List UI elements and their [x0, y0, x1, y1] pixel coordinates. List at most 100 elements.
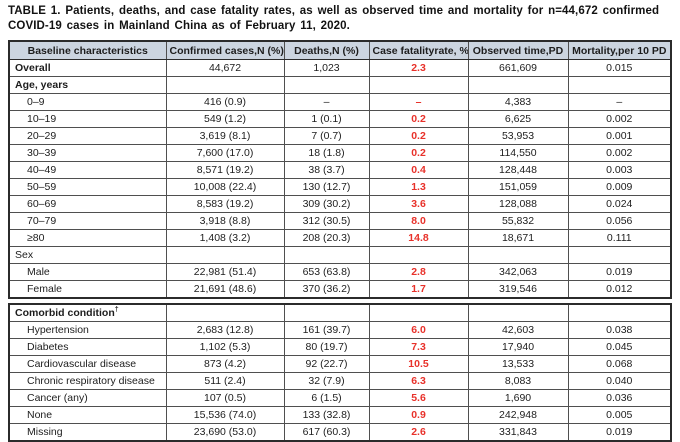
- row-label-cell: 0–9: [8, 93, 167, 111]
- row-label-cell: 20–29: [8, 127, 167, 145]
- data-cell: 331,843: [467, 423, 569, 442]
- data-cell: 370 (36.2): [283, 280, 370, 299]
- data-cell: [283, 303, 370, 322]
- data-cell: 22,981 (51.4): [165, 263, 285, 281]
- case-fatality-cell: 10.5: [368, 355, 469, 373]
- header-row: Baseline characteristics Confirmed cases…: [8, 40, 672, 60]
- table-row: Age, years: [8, 76, 672, 94]
- data-cell: 80 (19.7): [283, 338, 370, 356]
- row-label-cell: Chronic respiratory disease: [8, 372, 167, 390]
- data-cell: 2,683 (12.8): [165, 321, 285, 339]
- data-cell: 151,059: [467, 178, 569, 196]
- case-fatality-cell: 1.7: [368, 280, 469, 299]
- paper-page: TABLE 1. Patients, deaths, and case fata…: [8, 5, 672, 442]
- data-cell: 7 (0.7): [283, 127, 370, 145]
- data-cell: 53,953: [467, 127, 569, 145]
- row-label-cell: ≥80: [8, 229, 167, 247]
- data-cell: 312 (30.5): [283, 212, 370, 230]
- data-cell: 32 (7.9): [283, 372, 370, 390]
- data-cell: 18,671: [467, 229, 569, 247]
- data-cell: [467, 76, 569, 94]
- data-cell: 4,383: [467, 93, 569, 111]
- row-label-cell: 40–49: [8, 161, 167, 179]
- data-cell: [567, 303, 672, 322]
- row-label-cell: 30–39: [8, 144, 167, 162]
- data-cell: 18 (1.8): [283, 144, 370, 162]
- data-cell: 3,918 (8.8): [165, 212, 285, 230]
- data-cell: –: [283, 93, 370, 111]
- data-cell: 13,533: [467, 355, 569, 373]
- data-cell: 0.068: [567, 355, 672, 373]
- data-cell: 511 (2.4): [165, 372, 285, 390]
- summary-table-comorbid: Comorbid condition† Hypertension 2,683 (12…: [8, 303, 672, 442]
- data-cell: 0.036: [567, 389, 672, 407]
- case-fatality-cell: 6.0: [368, 321, 469, 339]
- data-cell: 1 (0.1): [283, 110, 370, 128]
- data-cell: 0.002: [567, 144, 672, 162]
- data-cell: 1,408 (3.2): [165, 229, 285, 247]
- data-cell: 130 (12.7): [283, 178, 370, 196]
- data-cell: 21,691 (48.6): [165, 280, 285, 299]
- footnote-marker: †: [114, 306, 119, 314]
- data-cell: 0.012: [567, 280, 672, 299]
- data-cell: 416 (0.9): [165, 93, 285, 111]
- row-label-cell: Sex: [8, 246, 167, 264]
- table-row: Overall 44,672 1,023 2.3 661,609 0.015: [8, 59, 672, 77]
- data-cell: 92 (22.7): [283, 355, 370, 373]
- row-label-cell: Cancer (any): [8, 389, 167, 407]
- case-fatality-cell: 5.6: [368, 389, 469, 407]
- data-cell: 0.045: [567, 338, 672, 356]
- table-title: TABLE 1. Patients, deaths, and case fata…: [8, 5, 660, 32]
- data-cell: 23,690 (53.0): [165, 423, 285, 442]
- data-cell: [165, 246, 285, 264]
- data-cell: 1,690: [467, 389, 569, 407]
- data-cell: 107 (0.5): [165, 389, 285, 407]
- data-cell: [165, 76, 285, 94]
- data-cell: 3,619 (8.1): [165, 127, 285, 145]
- case-fatality-cell: 6.3: [368, 372, 469, 390]
- data-cell: 0.009: [567, 178, 672, 196]
- case-fatality-cell: 2.6: [368, 423, 469, 442]
- table-row: Chronic respiratory disease 511 (2.4) 32 (…: [8, 372, 672, 390]
- data-cell: 0.015: [567, 59, 672, 77]
- data-cell: 873 (4.2): [165, 355, 285, 373]
- data-cell: [467, 246, 569, 264]
- row-label-cell: Male: [8, 263, 167, 281]
- data-cell: 128,448: [467, 161, 569, 179]
- table-row: 70–79 3,918 (8.8) 312 (30.5) 8.0 55,832 0.056: [8, 212, 672, 230]
- case-fatality-cell: [368, 76, 469, 94]
- data-cell: 42,603: [467, 321, 569, 339]
- data-cell: 0.002: [567, 110, 672, 128]
- data-cell: 309 (30.2): [283, 195, 370, 213]
- column-header-observed: Observed time,PD: [467, 40, 569, 60]
- data-cell: 15,536 (74.0): [165, 406, 285, 424]
- case-fatality-cell: 2.3: [368, 59, 469, 77]
- row-label-cell: None: [8, 406, 167, 424]
- table-row: 40–49 8,571 (19.2) 38 (3.7) 0.4 128,448 0.003: [8, 161, 672, 179]
- data-cell: [165, 303, 285, 322]
- row-label-cell: 70–79: [8, 212, 167, 230]
- data-cell: [283, 76, 370, 94]
- case-fatality-cell: 0.2: [368, 110, 469, 128]
- data-cell: 319,546: [467, 280, 569, 299]
- data-cell: [567, 76, 672, 94]
- data-cell: 0.005: [567, 406, 672, 424]
- case-fatality-cell: 0.4: [368, 161, 469, 179]
- column-header-baseline: Baseline characteristics: [8, 40, 167, 60]
- table-row: Diabetes 1,102 (5.3) 80 (19.7) 7.3 17,940 0.0…: [8, 338, 672, 356]
- case-fatality-cell: 14.8: [368, 229, 469, 247]
- data-cell: 661,609: [467, 59, 569, 77]
- data-cell: 8,571 (19.2): [165, 161, 285, 179]
- row-label-cell: Cardiovascular disease: [8, 355, 167, 373]
- case-fatality-cell: 0.2: [368, 144, 469, 162]
- table-container: Baseline characteristics Confirmed cases…: [8, 40, 672, 442]
- case-fatality-cell: 0.9: [368, 406, 469, 424]
- data-cell: 161 (39.7): [283, 321, 370, 339]
- data-cell: 133 (32.8): [283, 406, 370, 424]
- table-row: None 15,536 (74.0) 133 (32.8) 0.9 242,948 0.0…: [8, 406, 672, 424]
- data-cell: 549 (1.2): [165, 110, 285, 128]
- data-cell: 1,102 (5.3): [165, 338, 285, 356]
- row-label-cell: Diabetes: [8, 338, 167, 356]
- table-body-comorbid: Comorbid condition† Hypertension 2,683 (12…: [8, 303, 672, 442]
- case-fatality-cell: 0.2: [368, 127, 469, 145]
